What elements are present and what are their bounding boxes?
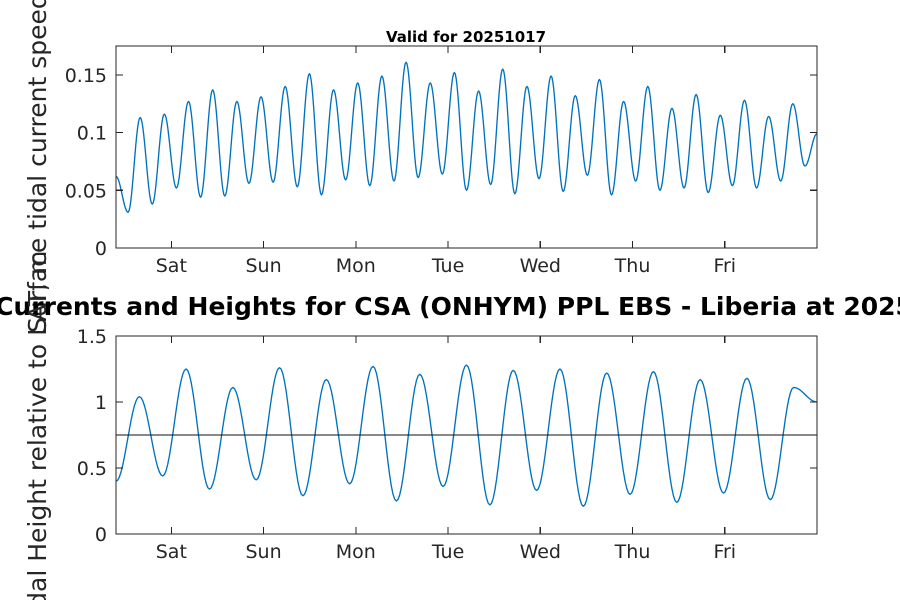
x-tick-label: Fri [713,541,736,563]
x-tick-labels-tidal-height: Sat Sun Mon Tue Wed Thu Fri [156,541,736,563]
x-tick-label: Mon [336,541,376,563]
page-title: Tidal Currents and Heights for CSA (ONHY… [0,292,900,321]
x-tick-label: Thu [614,255,651,277]
x-tick-labels-current-speed: Sat Sun Mon Tue Wed Thu Fri [156,255,736,277]
y-axis-label-tidal-height: Tidal Height relative to LAT, m [23,251,52,600]
tick-marks-current-speed [116,46,817,249]
y-tick-labels-current-speed: 0 0.05 0.1 0.15 [65,65,107,260]
x-tick-label: Sat [156,255,187,277]
subplot-current-speed: Valid for 20251017 0 0.05 0.1 0.15 Sat Sun Mo… [23,0,818,333]
y-tick-label: 0.05 [65,180,107,202]
series-surface-tidal-current-speed [116,61,817,213]
tick-marks-tidal-height [116,335,817,535]
y-tick-label: 0.1 [77,123,107,145]
x-tick-label: Sun [246,255,282,277]
x-tick-label: Tue [431,541,464,563]
series-tidal-height-relative-to-lat [116,364,817,507]
subplot-tidal-height: 0 0.5 1 1.5 Sat Sun Mon Tue Wed Thu Fri Tidal Hei… [23,251,818,600]
x-tick-label: Mon [336,255,376,277]
x-tick-label: Tue [431,255,464,277]
data-line-current-speed [116,61,817,213]
y-tick-label: 0 [95,238,107,260]
y-axis-label-current-speed: Surface tidal current speed, kn [23,0,52,333]
x-tick-label: Sat [156,541,187,563]
x-tick-label: Wed [520,541,561,563]
y-tick-label: 1.5 [77,326,107,348]
subplot-title-current-speed: Valid for 20251017 [386,28,546,46]
y-tick-label: 0 [95,524,107,546]
y-tick-label: 0.15 [65,65,107,87]
x-tick-label: Sun [246,541,282,563]
y-tick-label: 0.5 [77,458,107,480]
x-tick-label: Thu [614,541,651,563]
x-tick-label: Wed [520,255,561,277]
y-tick-labels-tidal-height: 0 0.5 1 1.5 [77,326,107,546]
data-line-tidal-height [116,364,817,507]
plot-area-current-speed [116,46,817,248]
y-tick-label: 1 [95,392,107,414]
x-tick-label: Fri [713,255,736,277]
